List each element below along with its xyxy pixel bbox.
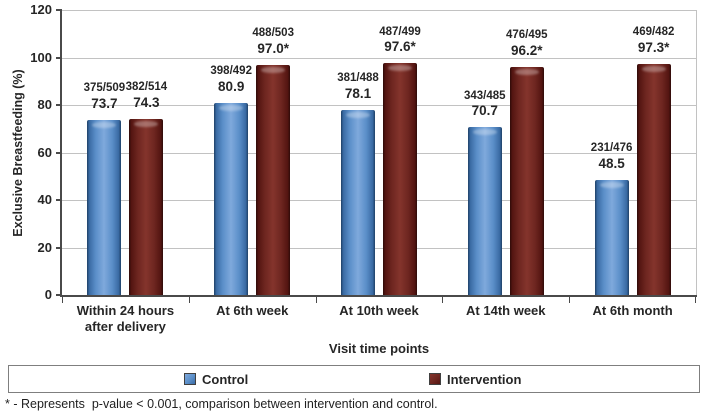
bar-fraction-label: 469/482 [632, 26, 675, 39]
y-tick-label: 80 [37, 97, 52, 112]
y-tick-label: 60 [37, 144, 52, 160]
y-axis-tick [56, 9, 62, 11]
bar-value-label: 97.6* [384, 39, 416, 55]
bar-fraction-label: 487/499 [379, 25, 421, 38]
bar-label: 398/492 80.9 [191, 65, 271, 94]
bar-label: 381/488 78.1 [318, 72, 398, 101]
bar-fraction-label: 375/509 [83, 82, 126, 95]
bar-label: 343/485 70.7 [445, 90, 525, 119]
bar [509, 66, 544, 295]
bar-label: 382/514 74.3 [106, 81, 186, 110]
gridline [62, 247, 696, 249]
category-boundary-tick [62, 297, 63, 303]
legend-item-control: Control [184, 366, 248, 392]
bar-value-label: 97.0* [257, 40, 289, 56]
bar [87, 119, 122, 295]
bar [214, 102, 249, 295]
category-boundary-tick [442, 297, 444, 303]
y-tick-label: 40 [37, 192, 52, 207]
legend-label-intervention: Intervention [447, 371, 522, 387]
bar-label: 476/495 96.2* [487, 29, 567, 58]
bar-fraction-label: 382/514 [125, 81, 168, 94]
y-tick-label: 120 [30, 2, 52, 17]
gridline [62, 105, 696, 106]
y-axis-tick [56, 199, 62, 201]
x-axis-title: Visit time points [328, 341, 430, 356]
bar-label: 488/503 97.0* [233, 27, 313, 56]
category-label: At 6th month [592, 303, 673, 318]
x-axis-line [60, 295, 697, 297]
category-boundary-tick [188, 297, 190, 303]
y-axis-tick [56, 56, 62, 59]
bar-label: 375/509 73.7 [64, 82, 144, 111]
y-tick-label: 20 [37, 239, 52, 255]
bar-value-label: 96.2* [511, 42, 543, 58]
bar-value-label: 74.3 [133, 94, 160, 110]
bar [636, 63, 671, 295]
category-label: At 6th week [216, 303, 289, 318]
y-axis-tick [56, 104, 62, 106]
bar-label: 487/499 97.6* [360, 26, 440, 55]
bar-fraction-label: 231/476 [590, 142, 633, 155]
y-axis-tick [56, 294, 62, 296]
gridline [62, 10, 696, 11]
category-boundary-tick [695, 297, 696, 303]
bar-value-label: 97.3* [637, 40, 670, 55]
bar-value-label: 48.5 [598, 155, 625, 171]
bar [383, 63, 417, 295]
category-boundary-tick [315, 297, 317, 303]
bar [341, 109, 375, 295]
bar [467, 127, 502, 295]
category-label: At 10th week [339, 303, 419, 318]
y-tick-label: 100 [30, 49, 52, 65]
bar-fraction-label: 476/495 [506, 29, 548, 42]
bar-value-label: 80.9 [218, 78, 245, 94]
legend-label-control: Control [202, 371, 249, 387]
control-swatch-icon [184, 373, 196, 385]
gridline [62, 152, 696, 154]
category-label: Within 24 hours after delivery [76, 303, 175, 335]
bar-label: 231/476 48.5 [572, 142, 652, 171]
category-boundary-tick [569, 297, 571, 303]
bar-fraction-label: 398/492 [210, 65, 252, 78]
bar-fraction-label: 343/485 [464, 89, 506, 102]
category-label: At 14th week [466, 303, 546, 318]
bar-fraction-label: 381/488 [337, 72, 379, 85]
bar-fraction-label: 488/503 [252, 27, 294, 40]
bar-label: 469/482 97.3* [614, 26, 694, 55]
bar-value-label: 73.7 [91, 96, 118, 112]
legend: Control Intervention [8, 365, 700, 393]
intervention-swatch-icon [429, 373, 441, 385]
bar [129, 118, 164, 295]
legend-item-intervention: Intervention [429, 366, 521, 392]
bar-value-label: 70.7 [471, 103, 498, 119]
bar [594, 179, 629, 295]
y-axis-tick [56, 246, 62, 249]
bar-value-label: 78.1 [344, 85, 372, 101]
gridline [62, 200, 696, 201]
plot-area: 375/509 73.7 382/514 74.3 398/492 80.9 488/503… [62, 10, 696, 295]
y-axis-tick [56, 151, 62, 154]
gridline [62, 57, 696, 59]
y-tick-label: 0 [44, 287, 52, 302]
y-axis-line [60, 10, 62, 297]
bar [256, 64, 291, 295]
plot-right-border [696, 10, 697, 296]
footnote: * - Represents p-value < 0.001, comparis… [5, 397, 438, 411]
